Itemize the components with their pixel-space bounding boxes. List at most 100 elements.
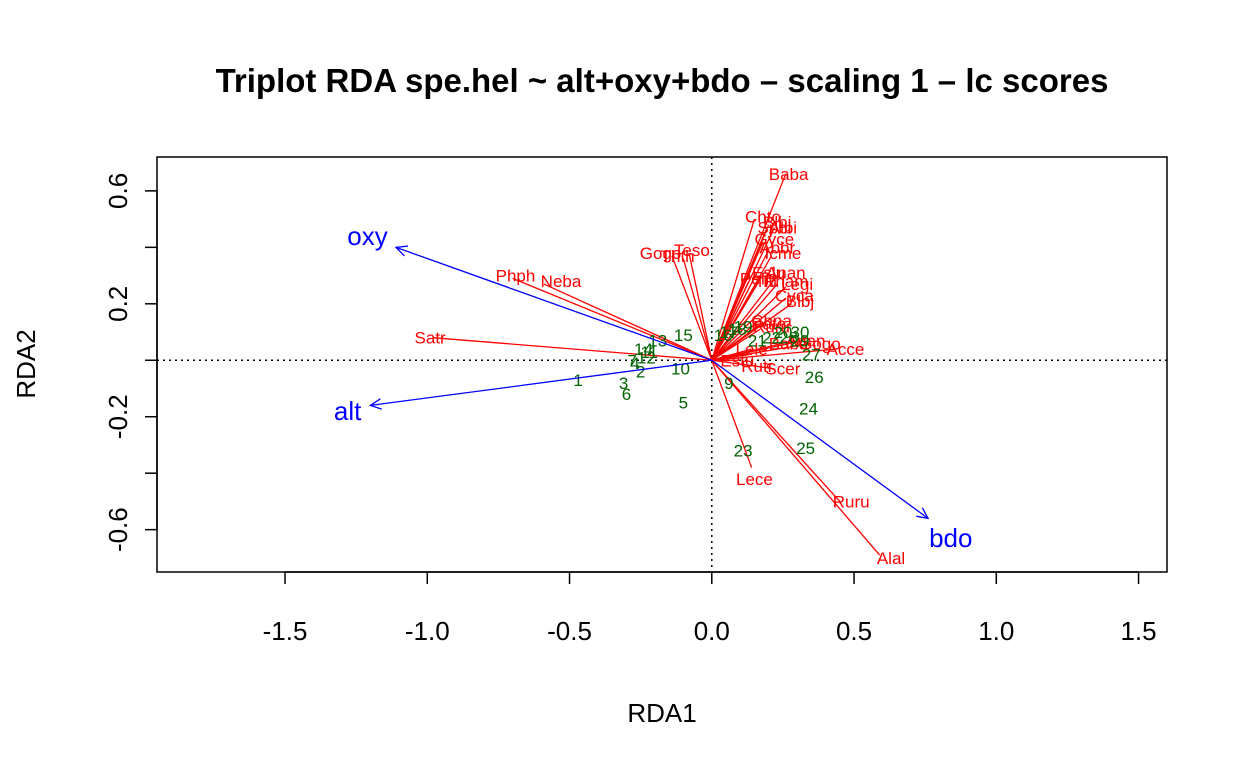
plot-frame (156, 156, 1168, 573)
site-label: 9 (724, 374, 733, 393)
site-label: 16 (714, 326, 733, 345)
species-segment (711, 360, 753, 468)
species-label: Phph (496, 267, 536, 286)
environment-arrow (395, 246, 713, 361)
species-segment (711, 359, 881, 556)
species-label: Anan (766, 264, 806, 283)
site-label: 24 (799, 399, 818, 418)
species-segment (682, 258, 713, 361)
species-segment (688, 252, 713, 361)
species-label: Lece (736, 470, 773, 489)
site-label: 25 (796, 439, 815, 458)
species-label: Titi (755, 272, 777, 291)
site-label: 28 (779, 329, 798, 348)
species-label: Blbj (786, 292, 814, 311)
species-segment (711, 283, 778, 361)
species-segment (711, 283, 758, 361)
species-label: Chto (745, 207, 781, 226)
x-tick-label: 0.5 (836, 616, 872, 646)
species-segment (711, 328, 761, 361)
site-label: 27 (802, 346, 821, 365)
species-label: Gogo (640, 244, 682, 263)
site-label: 5 (679, 394, 688, 413)
site-label: 12 (637, 348, 656, 367)
site-label: 22 (762, 329, 781, 348)
species-label: Acce (827, 340, 865, 359)
species-label: Abbr (759, 238, 795, 257)
species-segment (711, 218, 756, 361)
species-label: Ruru (833, 492, 870, 511)
site-label: 2 (636, 363, 645, 382)
species-label: Gogo (799, 334, 841, 353)
site-label: 4 (630, 354, 639, 373)
x-tick-label: 0.0 (694, 616, 730, 646)
species-segment (711, 325, 758, 361)
species-segment (711, 297, 787, 361)
site-label: 11 (640, 343, 658, 362)
x-tick-label: -0.5 (547, 616, 592, 646)
site-label: 30 (791, 323, 810, 342)
x-tick-label: 1.0 (978, 616, 1014, 646)
environment-label: alt (334, 396, 362, 426)
x-axis: -1.5 -1.0 -0.5 0.0 0.5 1.0 1.5 (263, 571, 1157, 646)
species-label: Blbj (763, 213, 791, 232)
environment-arrowhead (916, 507, 930, 520)
species-label: Gyce (755, 230, 795, 249)
x-tick-label: 1.5 (1120, 616, 1156, 646)
species-segment (711, 348, 838, 361)
sites-layer: 1234567910111213141516171819202122232425… (573, 317, 823, 460)
x-tick-label: -1.5 (263, 616, 308, 646)
environment-arrowhead (368, 398, 382, 410)
site-label: 20 (773, 323, 792, 342)
species-label: Eslu (752, 264, 785, 283)
species-label: Albi (769, 219, 797, 238)
y-axis-title: RDA2 (11, 329, 41, 398)
species-segment (711, 359, 775, 370)
environment-arrowhead (394, 245, 408, 257)
site-label: 7 (627, 351, 636, 370)
x-tick-label: -1.0 (405, 616, 450, 646)
species-label: Rham (763, 272, 808, 291)
site-label: 18 (728, 320, 747, 339)
environment-label: bdo (929, 523, 972, 553)
species-layer: BabaChtoBlbjAlbiSpbiGyceAbbrIcmeEsluPefl… (415, 165, 906, 568)
species-segment (711, 359, 841, 502)
species-label: Cyca (775, 286, 814, 305)
species-label: Pefl (740, 269, 769, 288)
species-segment (711, 249, 770, 361)
environment-arrow (711, 359, 929, 519)
species-segment (711, 280, 750, 361)
species-segment (543, 283, 713, 361)
y-axis: -0.6 -0.2 0.2 0.6 (103, 173, 158, 552)
x-axis-title: RDA1 (627, 698, 696, 728)
site-label: 17 (719, 323, 738, 342)
environment-label: oxy (347, 221, 387, 251)
species-segment (711, 353, 749, 361)
species-label: Spbi (757, 219, 791, 238)
species-label: Alal (877, 549, 905, 568)
site-label: 19 (734, 317, 753, 336)
site-label: 3 (619, 374, 628, 393)
species-segment (711, 339, 803, 361)
species-label: Teso (674, 241, 710, 260)
environment-arrow (370, 359, 712, 407)
species-label: Legi (781, 275, 813, 294)
environment-layer: oxy alt bdo (334, 221, 973, 553)
species-segment (711, 286, 787, 361)
site-label: 29 (791, 332, 810, 351)
site-label: 10 (671, 360, 690, 379)
site-label: 1 (573, 371, 582, 390)
species-label: Icme (764, 244, 801, 263)
site-label: 15 (674, 326, 693, 345)
chart-title: Triplot RDA spe.hel ~ alt+oxy+bdo – scal… (216, 62, 1109, 99)
species-label: Baba (769, 165, 809, 184)
species-label: Ruru (753, 317, 790, 336)
species-label: Scer (765, 360, 800, 379)
site-label: 6 (622, 385, 631, 404)
species-label: Pato (751, 315, 786, 334)
y-tick-label: 0.2 (103, 286, 133, 322)
species-segment (512, 277, 713, 361)
site-label: 23 (734, 442, 753, 461)
species-label: Thth (661, 247, 695, 266)
